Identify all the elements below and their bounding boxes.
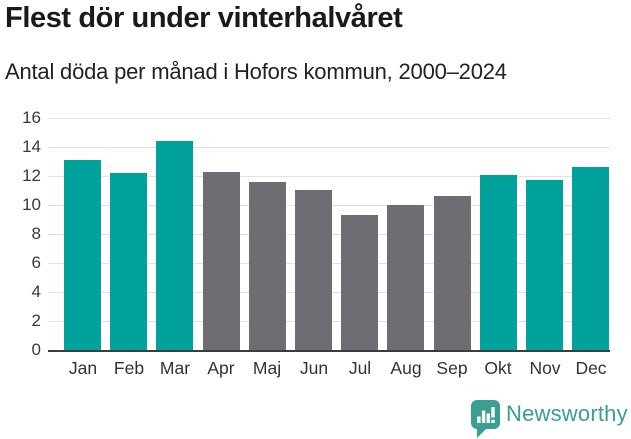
y-tick-label-14: 14 — [22, 137, 41, 156]
x-tick-label-jul: Jul — [348, 358, 372, 378]
x-tick-label-mar: Mar — [159, 358, 191, 378]
bar-maj — [249, 182, 286, 350]
y-tick-label-0: 0 — [31, 340, 41, 359]
bar-aug — [387, 205, 424, 350]
bar-apr — [203, 172, 240, 350]
x-tick-label-jun: Jun — [299, 358, 329, 378]
bar-chart-speech-bubble-icon — [471, 400, 500, 438]
y-tick-label-10: 10 — [22, 195, 41, 214]
y-tick-label-12: 12 — [22, 166, 41, 185]
bar-sep — [434, 196, 471, 350]
x-tick-label-nov: Nov — [529, 358, 561, 378]
x-tick-label-okt: Okt — [484, 358, 512, 378]
bar-feb — [110, 173, 147, 350]
bar-chart-plot-area — [48, 117, 610, 352]
bar-dec — [572, 167, 609, 350]
x-tick-label-maj: Maj — [252, 358, 282, 378]
y-tick-label-6: 6 — [31, 253, 41, 272]
x-tick-label-aug: Aug — [390, 358, 422, 378]
newsworthy-wordmark: Newsworthy — [506, 401, 628, 426]
bar-nov — [526, 180, 563, 350]
gridline-14 — [48, 146, 610, 148]
x-tick-label-dec: Dec — [575, 358, 607, 378]
bar-mar — [156, 141, 193, 350]
bar-jun — [295, 190, 332, 350]
x-tick-label-jan: Jan — [68, 358, 98, 378]
y-tick-label-2: 2 — [31, 311, 41, 330]
gridline-12 — [48, 175, 610, 177]
bar-okt — [480, 175, 517, 350]
x-tick-label-sep: Sep — [436, 358, 468, 378]
x-tick-label-apr: Apr — [207, 358, 235, 378]
newsworthy-logo: Newsworthy — [470, 399, 630, 439]
y-tick-label-4: 4 — [31, 282, 41, 301]
chart-subtitle: Antal döda per månad i Hofors kommun, 20… — [5, 59, 507, 84]
bar-jul — [341, 215, 378, 350]
y-tick-label-16: 16 — [22, 108, 41, 127]
page-title: Flest dör under vinterhalvåret — [5, 2, 403, 34]
bar-jan — [64, 160, 101, 350]
gridline-16 — [48, 117, 610, 119]
x-tick-label-feb: Feb — [113, 358, 145, 378]
y-axis: 0 2 4 6 8 10 12 14 16 — [0, 108, 41, 359]
x-axis: Jan Feb Mar Apr Maj Jun Jul Aug Sep Okt Nov Dec — [48, 357, 610, 381]
y-tick-label-8: 8 — [31, 224, 41, 243]
